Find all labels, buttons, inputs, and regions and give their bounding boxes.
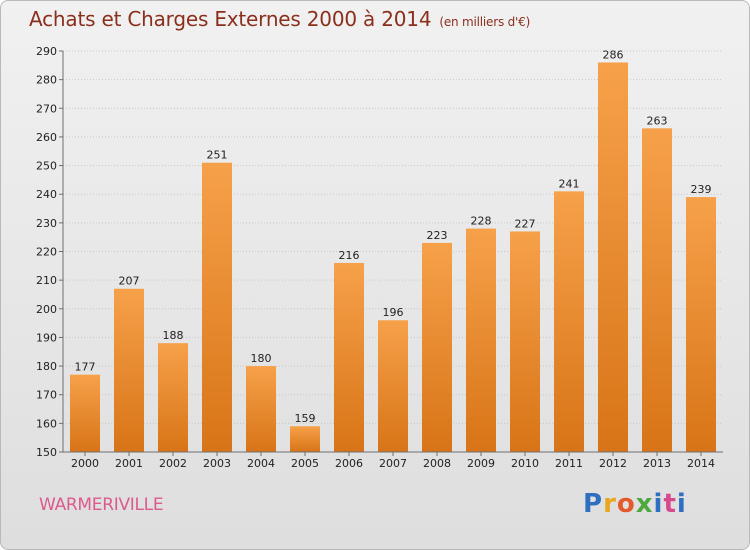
title-unit: (en milliers d'€) [439,15,531,29]
bar-value-label: 177 [75,361,96,374]
logo-letter: x [635,489,654,519]
bar [202,162,232,452]
town-name: WARMERIVILLE [39,495,164,515]
y-tick-label: 230 [36,217,57,230]
x-tick-label: 2003 [203,457,231,470]
logo-letter: t [663,489,677,519]
y-tick-label: 170 [36,389,57,402]
x-tick-label: 2013 [643,457,671,470]
x-tick-label: 2007 [379,457,407,470]
x-tick-label: 2012 [599,457,627,470]
logo-letter: o [616,489,636,519]
x-tick-label: 2011 [555,457,583,470]
bar [158,343,188,452]
bar-value-label: 228 [471,215,492,228]
x-tick-label: 2010 [511,457,539,470]
bar [114,288,144,452]
labels: 150 160 170 180 190 200 210 220 230 240 250 260 270 2… [36,45,715,470]
bar [510,231,540,452]
x-tick-label: 2008 [423,457,451,470]
x-tick-label: 2009 [467,457,495,470]
bar [686,197,716,452]
bar-value-label: 159 [295,412,316,425]
bar [70,374,100,452]
bar [246,366,276,452]
title-text: Achats et Charges Externes 2000 à 2014 [29,7,432,31]
bar-value-label: 263 [647,114,668,127]
x-tick-label: 2001 [115,457,143,470]
bar-value-label: 196 [383,306,404,319]
y-tick-label: 160 [36,417,57,430]
y-tick-label: 280 [36,74,57,87]
y-tick-label: 260 [36,131,57,144]
logo-letter: i [676,489,687,519]
bar [598,62,628,452]
x-tick-label: 2005 [291,457,319,470]
y-tick-label: 220 [36,246,57,259]
bar-value-label: 239 [691,183,712,196]
y-tick-label: 270 [36,102,57,115]
bar-value-label: 216 [339,249,360,262]
x-tick-label: 2004 [247,457,275,470]
bar [334,262,364,452]
bar-value-label: 207 [119,275,140,288]
y-tick-label: 180 [36,360,57,373]
bar [554,191,584,452]
proxiti-logo: Proxiti [583,489,687,519]
logo-letter: P [583,489,604,519]
y-tick-label: 250 [36,160,57,173]
bar-value-label: 286 [603,48,624,61]
y-tick-label: 190 [36,331,57,344]
bar [422,242,452,452]
bar-value-label: 251 [207,149,228,162]
y-tick-label: 290 [36,45,57,58]
y-tick-label: 240 [36,188,57,201]
bar-value-label: 188 [163,329,184,342]
chart-title: Achats et Charges Externes 2000 à 2014 (e… [29,7,530,31]
bar [378,320,408,452]
bar-value-label: 241 [559,177,580,190]
logo-letter: i [653,489,664,519]
bars [70,62,716,452]
bar-value-label: 227 [515,217,536,230]
x-tick-label: 2000 [71,457,99,470]
bar [466,228,496,452]
bar [290,426,320,452]
y-tick-label: 150 [36,446,57,459]
x-tick-label: 2014 [687,457,715,470]
bar-value-label: 223 [427,229,448,242]
x-tick-label: 2002 [159,457,187,470]
bar [642,128,672,452]
bar-value-label: 180 [251,352,272,365]
axes [59,50,723,456]
y-tick-label: 210 [36,274,57,287]
y-tick-label: 200 [36,303,57,316]
logo-letter: r [603,489,617,519]
x-tick-label: 2006 [335,457,363,470]
